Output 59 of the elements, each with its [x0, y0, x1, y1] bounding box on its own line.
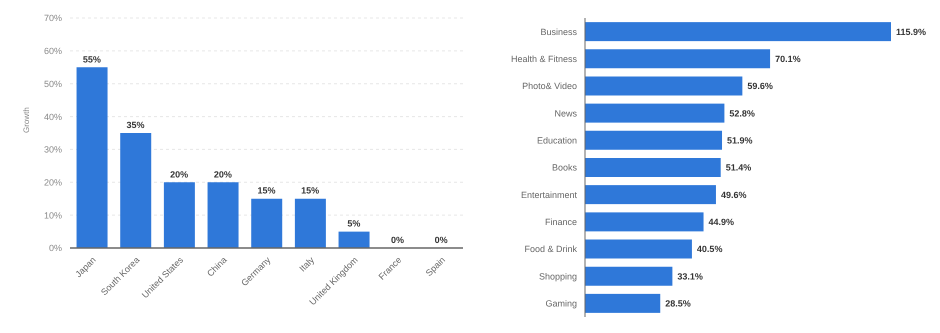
- bar: [585, 158, 721, 177]
- data-label: 15%: [257, 186, 276, 196]
- bar: [208, 182, 239, 248]
- y-tick-label: Entertainment: [520, 190, 578, 200]
- data-label: 35%: [126, 120, 145, 130]
- y-tick-label: 70%: [44, 13, 62, 24]
- bar: [585, 294, 660, 313]
- y-tick-label: 50%: [44, 78, 62, 89]
- y-tick-label: 10%: [44, 210, 62, 220]
- bar: [585, 240, 692, 259]
- bar: [585, 104, 724, 123]
- data-label: 52.8%: [729, 108, 755, 118]
- bar: [585, 130, 722, 150]
- y-tick-label: Food & Drink: [524, 244, 578, 254]
- data-label: 55%: [82, 54, 101, 64]
- y-tick-label: 20%: [44, 177, 62, 188]
- y-tick-label: Business: [540, 26, 578, 37]
- data-label: 51.4%: [726, 162, 752, 173]
- y-tick-label: Finance: [544, 217, 577, 228]
- bar: [585, 76, 742, 96]
- data-label: 15%: [301, 186, 320, 196]
- y-tick-label: Health & Fitness: [510, 54, 578, 64]
- bar: [294, 198, 326, 248]
- data-label: 49.6%: [720, 190, 746, 200]
- data-label: 28.5%: [665, 298, 691, 309]
- y-tick-label: News: [554, 108, 578, 118]
- bar: [164, 182, 195, 248]
- data-label: 70.1%: [775, 54, 801, 64]
- bar: [251, 198, 282, 248]
- y-tick-label: Shopping: [538, 271, 577, 282]
- data-label: 59.6%: [747, 81, 773, 92]
- bar: [585, 266, 672, 286]
- bar: [76, 67, 108, 248]
- bar: [120, 133, 152, 248]
- data-label: 0%: [390, 235, 404, 245]
- data-label: 5%: [347, 218, 360, 229]
- x-tick-label: Italy: [297, 254, 316, 274]
- y-tick-label: Gaming: [545, 298, 577, 309]
- y-tick-label: 0%: [48, 243, 62, 254]
- y-axis-title: Growth: [22, 107, 31, 133]
- data-label: 51.9%: [727, 136, 753, 146]
- data-label: 0%: [434, 235, 448, 245]
- bar: [585, 49, 770, 68]
- data-label: 20%: [214, 169, 232, 180]
- data-label: 44.9%: [708, 217, 734, 228]
- bar: [585, 22, 891, 42]
- data-label: 20%: [170, 169, 188, 180]
- y-tick-label: Photo& Video: [522, 81, 577, 92]
- y-tick-label: Books: [552, 162, 578, 173]
- bar: [338, 232, 370, 248]
- y-tick-label: Education: [536, 136, 577, 146]
- y-tick-label: 40%: [44, 112, 62, 122]
- y-tick-label: 30%: [44, 144, 62, 155]
- data-label: 40.5%: [696, 244, 722, 254]
- bar: [585, 212, 704, 232]
- bar: [585, 185, 716, 204]
- y-tick-label: 60%: [44, 46, 62, 56]
- data-label: 115.9%: [896, 26, 926, 37]
- data-label: 33.1%: [677, 271, 703, 282]
